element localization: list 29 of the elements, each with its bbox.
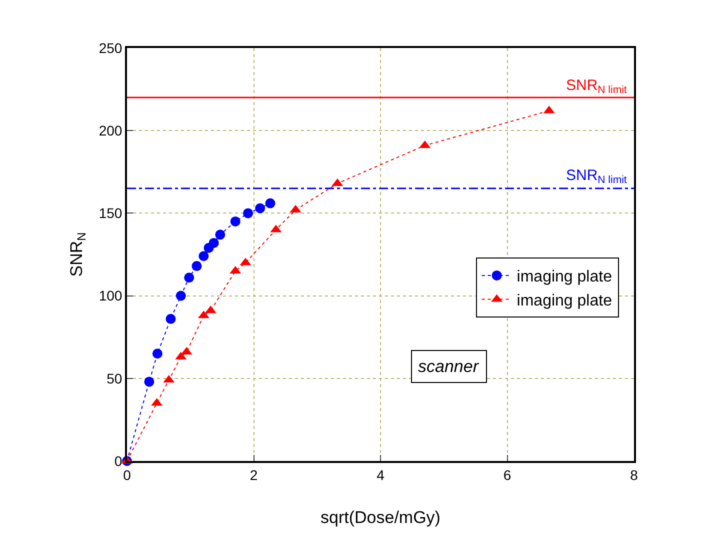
point: [265, 198, 276, 208]
x-tick-label: 8: [630, 466, 638, 483]
y-tick-label: 0: [114, 452, 122, 469]
y-tick-label: 200: [98, 122, 122, 138]
point: [215, 230, 226, 240]
point: [166, 314, 176, 324]
point: [192, 261, 202, 272]
x-tick-label: 4: [376, 466, 385, 483]
point: [184, 272, 194, 283]
y-tick-label: 50: [106, 370, 122, 386]
annotation: scanner: [418, 357, 480, 376]
x-tick-label: 2: [250, 466, 258, 483]
x-axis-title: sqrt(Dose/mGy): [320, 508, 440, 527]
point: [255, 203, 266, 214]
legend-label: imaging plate: [516, 292, 612, 310]
x-tick-label: 6: [503, 466, 512, 483]
y-tick-label: 150: [98, 205, 122, 222]
point: [176, 290, 186, 301]
ref-line-label: SNR$_{N limit}$: [566, 167, 627, 186]
point: [243, 208, 254, 218]
y-tick-label: 250: [98, 40, 122, 56]
point: [144, 376, 154, 387]
point: [198, 251, 209, 262]
legend-label: imaging plate: [516, 268, 612, 286]
y-tick-label: 100: [98, 288, 122, 304]
point: [230, 216, 240, 226]
point: [152, 348, 162, 359]
point: [208, 238, 219, 248]
ref-line-label: SNR$_{N limit}$: [566, 77, 627, 96]
